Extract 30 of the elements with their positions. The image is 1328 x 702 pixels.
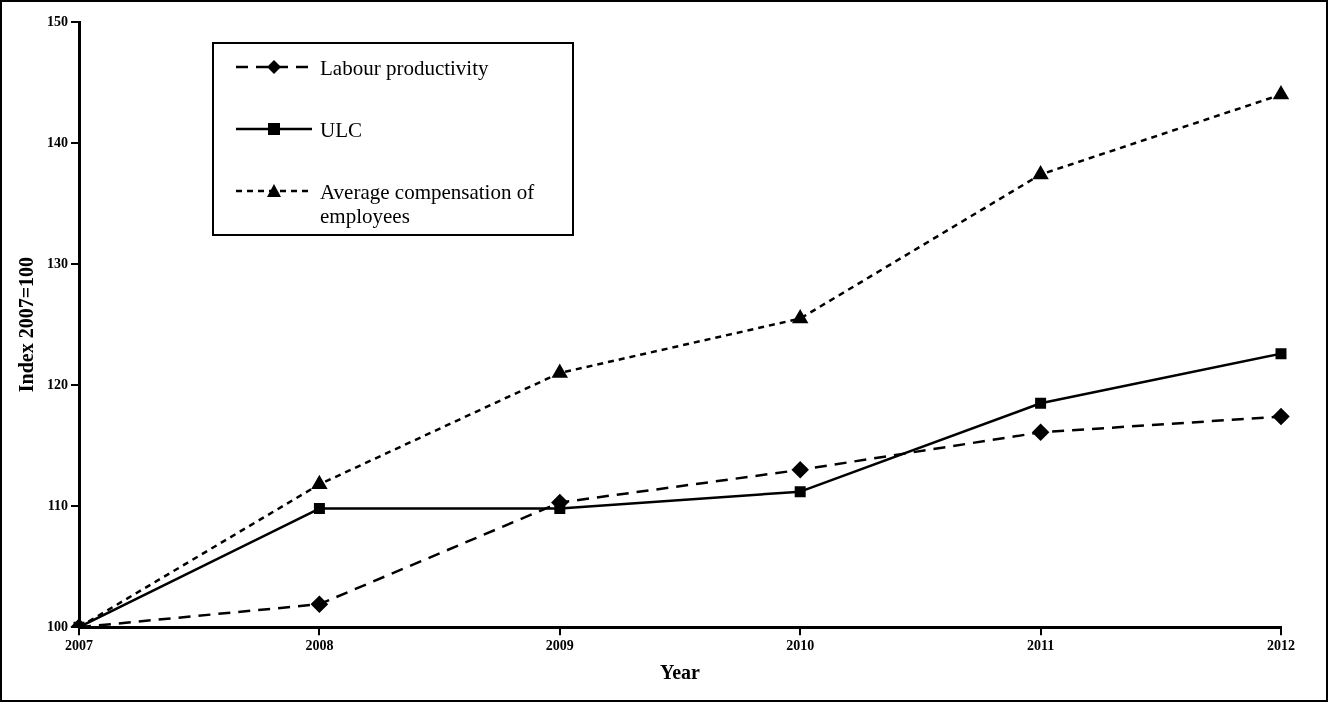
point <box>1273 86 1289 100</box>
y-tick-label: 140 <box>47 134 68 150</box>
y-tick-label: 100 <box>47 618 68 634</box>
point <box>311 595 328 613</box>
x-tick-label: 2011 <box>1026 638 1055 654</box>
point <box>552 364 568 378</box>
x-tick-label: 2008 <box>305 638 334 654</box>
y-tick-label: 130 <box>47 255 68 271</box>
x-tick-label: 2007 <box>65 638 93 654</box>
y-tick-label: 120 <box>47 376 68 392</box>
point <box>313 503 325 515</box>
point <box>1033 166 1048 180</box>
x-tick-label: 2010 <box>786 638 815 654</box>
point <box>792 310 808 324</box>
x-axis-title: Year <box>660 661 701 684</box>
legend-label: Labour productivity <box>320 56 489 80</box>
y-tick-label: 110 <box>47 497 68 513</box>
point <box>791 461 809 479</box>
point <box>794 486 806 498</box>
x-tick-label: 2012 <box>1267 638 1295 654</box>
point <box>1035 397 1047 409</box>
y-axis-title: Index 2007=100 <box>15 256 38 393</box>
legend-label: Average compensation of employees <box>320 180 536 228</box>
legend-label: ULC <box>320 118 362 142</box>
point <box>1032 424 1049 441</box>
x-tick-label: 2009 <box>545 638 574 654</box>
point <box>1275 348 1287 360</box>
y-tick-label: 150 <box>47 13 68 29</box>
point <box>312 476 327 490</box>
point <box>1272 408 1290 425</box>
